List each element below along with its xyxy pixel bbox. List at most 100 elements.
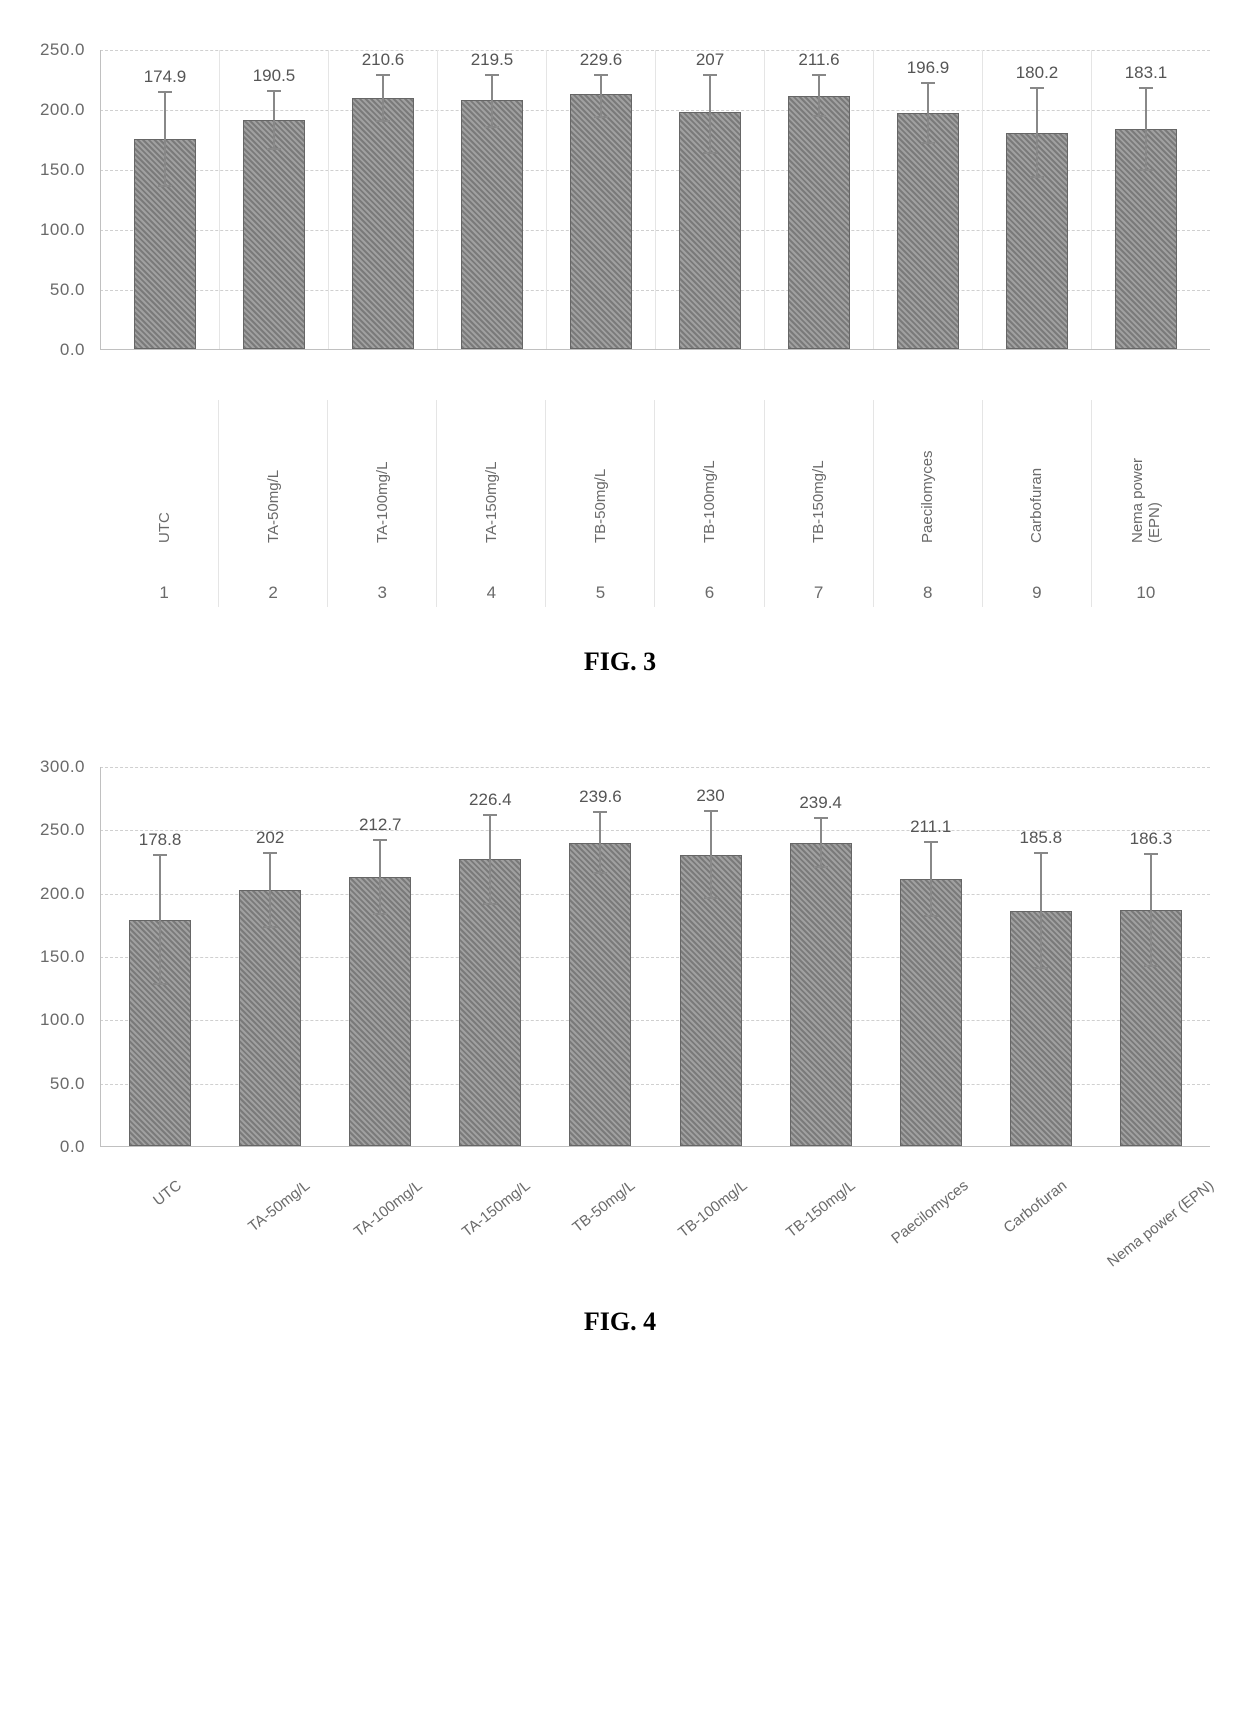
error-bar: [930, 841, 932, 917]
bar-group: 186.3: [1096, 767, 1206, 1146]
bar-value-label: 239.4: [799, 793, 842, 813]
bar-group: 211.1: [876, 767, 986, 1146]
bar: [897, 113, 959, 349]
error-bar: [818, 74, 820, 117]
bar-group: 211.6: [765, 50, 874, 349]
error-bar: [1150, 853, 1152, 967]
x-label-cell: Paecilomyces: [874, 400, 983, 555]
x-label: UTC: [156, 412, 173, 547]
bar-value-label: 178.8: [139, 830, 182, 850]
bar-group: 185.8: [986, 767, 1096, 1146]
bar-value-label: 211.6: [798, 50, 839, 70]
fig4-bars: 178.8 202 212.7 226.4 239.6 230 239.4 211.1 185.…: [101, 767, 1210, 1146]
x-label-cell: TA-50mg/L: [219, 400, 328, 555]
error-bar: [820, 817, 822, 868]
error-bar: [164, 91, 166, 187]
x-label: Carbofuran: [1028, 412, 1045, 547]
bar-value-label: 196.9: [907, 58, 950, 78]
figure-4: 0.050.0100.0150.0200.0250.0300.0 178.8 20…: [30, 767, 1210, 1337]
y-tick-label: 100.0: [40, 220, 85, 240]
fig3-bars: 174.9190.5210.6219.5229.6207211.6196.918…: [101, 50, 1210, 349]
error-bar: [269, 852, 271, 928]
x-label: TA-50mg/L: [265, 412, 282, 547]
bar-group: 178.8: [105, 767, 215, 1146]
index-cell: 1: [110, 555, 219, 607]
bar: [349, 877, 411, 1146]
error-bar: [1036, 87, 1038, 178]
fig4-chart: 0.050.0100.0150.0200.0250.0300.0 178.8 20…: [30, 767, 1210, 1147]
bar: [570, 94, 632, 349]
bar: [352, 98, 414, 349]
error-bar: [159, 854, 161, 986]
bar-value-label: 190.5: [253, 66, 296, 86]
fig3-plot-area: 174.9190.5210.6219.5229.6207211.6196.918…: [100, 50, 1210, 350]
bar-value-label: 202: [256, 828, 284, 848]
error-bar: [379, 839, 381, 915]
error-bar: [273, 90, 275, 150]
x-label-cell: UTC: [104, 1147, 212, 1267]
error-bar: [927, 82, 929, 144]
bar-value-label: 211.1: [910, 817, 951, 837]
bar-value-label: 226.4: [469, 790, 512, 810]
bar-value-label: 230: [696, 786, 724, 806]
bar-group: 226.4: [435, 767, 545, 1146]
fig3-index-row: 12345678910: [100, 555, 1210, 607]
y-tick-label: 300.0: [40, 757, 85, 777]
x-label: TB-150mg/L: [810, 412, 827, 547]
bar-value-label: 212.7: [359, 815, 402, 835]
y-tick-label: 250.0: [40, 820, 85, 840]
figure-3: 0.050.0100.0150.0200.0250.0 174.9190.521…: [30, 50, 1210, 677]
bar-group: 239.4: [766, 767, 876, 1146]
bar-value-label: 210.6: [362, 50, 405, 70]
bar-value-label: 180.2: [1016, 63, 1059, 83]
bar-group: 212.7: [325, 767, 435, 1146]
y-tick-label: 50.0: [50, 280, 85, 300]
bar-value-label: 207: [696, 50, 724, 70]
bar-value-label: 229.6: [580, 50, 623, 70]
bar-group: 180.2: [983, 50, 1092, 349]
bar: [461, 100, 523, 349]
x-label-cell: TB-100mg/L: [655, 400, 764, 555]
fig4-y-axis: 0.050.0100.0150.0200.0250.0300.0: [30, 767, 90, 1147]
bar-value-label: 183.1: [1125, 63, 1168, 83]
fig3-caption: FIG. 3: [30, 647, 1210, 677]
y-tick-label: 0.0: [60, 1137, 85, 1157]
fig3-x-labels: UTCTA-50mg/LTA-100mg/LTA-150mg/LTB-50mg/…: [100, 400, 1210, 555]
fig4-plot-area: 178.8 202 212.7 226.4 239.6 230 239.4 211.1 185.…: [100, 767, 1210, 1147]
y-tick-label: 150.0: [40, 947, 85, 967]
index-cell: 2: [219, 555, 328, 607]
bar-group: 207: [656, 50, 765, 349]
bar-group: 202: [215, 767, 325, 1146]
index-cell: 5: [546, 555, 655, 607]
index-cell: 6: [655, 555, 764, 607]
error-bar: [710, 810, 712, 899]
bar-value-label: 239.6: [579, 787, 622, 807]
x-label: TA-100mg/L: [374, 412, 391, 547]
y-tick-label: 50.0: [50, 1074, 85, 1094]
y-tick-label: 250.0: [40, 40, 85, 60]
index-cell: 8: [874, 555, 983, 607]
index-cell: 9: [983, 555, 1092, 607]
x-label-cell: TB-50mg/L: [546, 400, 655, 555]
x-label: Nema power (EPN): [1129, 412, 1163, 547]
bar-value-label: 219.5: [471, 50, 514, 70]
bar: [239, 890, 301, 1146]
bar-value-label: 186.3: [1130, 829, 1173, 849]
error-bar: [1040, 852, 1042, 969]
error-bar: [709, 74, 711, 154]
index-cell: 10: [1092, 555, 1200, 607]
bar: [790, 843, 852, 1146]
bar-group: 229.6: [547, 50, 656, 349]
bar-group: 190.5: [220, 50, 329, 349]
x-label: TB-50mg/L: [592, 412, 609, 547]
bar-group: 230: [655, 767, 765, 1146]
bar-group: 196.9: [874, 50, 983, 349]
x-label-cell: TB-150mg/L: [765, 400, 874, 555]
error-bar: [1145, 87, 1147, 171]
x-label-cell: TA-100mg/L: [328, 400, 437, 555]
y-tick-label: 150.0: [40, 160, 85, 180]
bar-group: 219.5: [438, 50, 547, 349]
error-bar: [491, 74, 493, 128]
error-bar: [382, 74, 384, 122]
x-label-cell: Carbofuran: [983, 400, 1092, 555]
